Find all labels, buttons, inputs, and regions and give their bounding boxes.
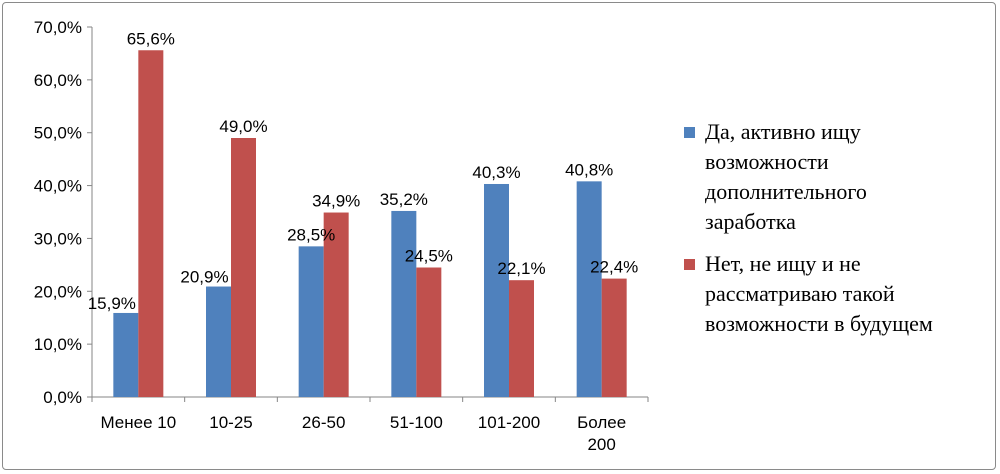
y-tick-label: 60,0% (34, 71, 82, 90)
data-label-series-2: 49,0% (219, 117, 267, 136)
bar-series-2 (323, 212, 349, 397)
data-label-series-2: 22,4% (590, 258, 638, 277)
bar-series-2 (601, 278, 627, 397)
data-label-series-1: 40,8% (565, 160, 613, 179)
data-label-series-2: 24,5% (405, 247, 453, 266)
bar-series-1 (113, 312, 139, 397)
bars (113, 50, 627, 397)
data-label-series-2: 22,1% (497, 259, 545, 278)
data-label-series-1: 15,9% (88, 294, 136, 313)
x-tick-label: 101-200 (478, 413, 540, 432)
bar-series-1 (484, 183, 509, 397)
data-labels: 15,9% 20,9% 28,5% 35,2% 40,3% 40,8% 65,6% 49,0%… (88, 29, 639, 313)
bar-series-2 (416, 267, 442, 397)
axes: 0,0% 10,0% 20,0% 30,0% 40,0% 50,0% 60,0% 70,0% М… (34, 18, 649, 454)
x-tick-label: 26-50 (302, 413, 345, 432)
legend: Да, активно ищу возможности дополнительног… (684, 119, 933, 336)
bar-series-1 (391, 210, 417, 397)
y-tick-label: 20,0% (34, 282, 82, 301)
legend-label-series-1: Да, активно ищу возможности дополнительног… (705, 119, 867, 234)
bar-series-1 (206, 286, 231, 397)
bar-series-2 (509, 280, 534, 397)
data-label-series-2: 65,6% (127, 29, 175, 48)
y-tick-label: 50,0% (34, 124, 82, 143)
bar-series-1 (298, 246, 324, 397)
y-tick-label: 0,0% (43, 388, 82, 407)
y-tick-label: 70,0% (34, 18, 82, 37)
x-tick-label: Более 200 (577, 413, 626, 454)
data-label-series-1: 35,2% (380, 190, 428, 209)
y-tick-label: 40,0% (34, 177, 82, 196)
data-label-series-1: 28,5% (287, 225, 335, 244)
data-label-series-1: 20,9% (180, 268, 228, 287)
x-tick-label: 10-25 (209, 413, 252, 432)
bar-series-2 (231, 138, 256, 397)
x-tick-label: Менее 10 (100, 413, 176, 432)
bar-series-1 (576, 181, 602, 397)
data-label-series-1: 40,3% (472, 163, 520, 182)
y-tick-label: 30,0% (34, 229, 82, 248)
y-tick-label: 10,0% (34, 335, 82, 354)
legend-label-series-2: Нет, не ищу и не рассматриваю такой возмож… (705, 251, 933, 336)
x-tick-label: 51-100 (390, 413, 443, 432)
legend-swatch-series-2 (684, 259, 695, 270)
data-label-series-2: 34,9% (312, 192, 360, 211)
legend-swatch-series-1 (684, 127, 695, 138)
bar-series-2 (138, 50, 164, 397)
